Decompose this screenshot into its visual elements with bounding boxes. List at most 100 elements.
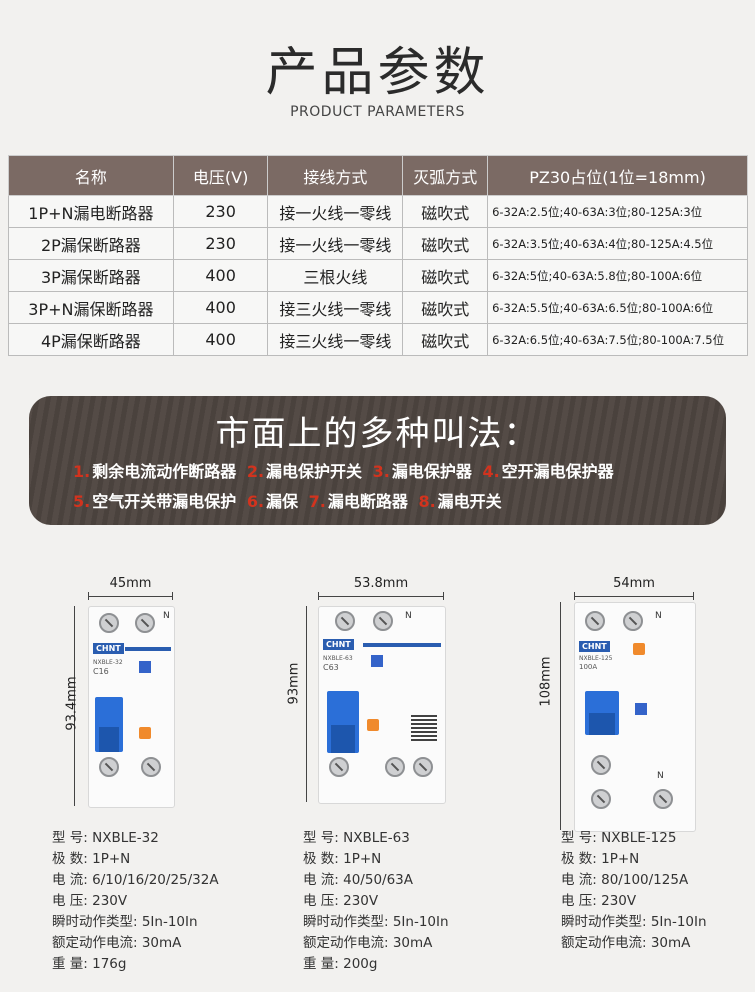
alias-number: 6. [246, 492, 265, 511]
alias-name: 漏电保护器 [391, 462, 472, 481]
spec-list: 型 号: NXBLE-63 极 数: 1P+N 电 流: 40/50/63A 电… [303, 828, 449, 975]
breaker-image: N CHNT NXBLE-32 C16 [88, 606, 175, 808]
height-dimension: 93.4mm [64, 676, 80, 731]
screw-icon [653, 789, 673, 809]
spec-model: 型 号: NXBLE-125 [561, 830, 677, 846]
table-cell: 接三火线一零线 [267, 291, 404, 324]
spec-rated-trip: 额定动作电流: 30mA [303, 935, 433, 951]
screw-icon [335, 611, 355, 631]
product-nxble-32: 45mm 93.4mm N CHNT NXBLE-32 C16 型 号: NXB… [0, 570, 250, 990]
screw-icon [623, 611, 643, 631]
spec-poles: 极 数: 1P+N [303, 851, 382, 867]
model-print: NXBLE-63 [323, 655, 353, 662]
table-cell: 2P漏保断路器 [8, 227, 174, 260]
table-cell: 磁吹式 [402, 195, 489, 228]
brand-label: CHNT [93, 643, 124, 654]
table-cell: 6-32A:2.5位;40-63A:3位;80-125A:3位 [487, 195, 748, 228]
alias-name: 漏电保护开关 [266, 462, 363, 481]
alias-number: 7. [308, 492, 326, 511]
screw-icon [373, 611, 393, 631]
page-title: 产品参数 [265, 43, 490, 103]
n-terminal-label: N [655, 611, 662, 621]
brand-stripe [125, 647, 171, 651]
breaker-image: N CHNT NXBLE-63 C63 [318, 606, 446, 804]
indicator-square [139, 661, 151, 673]
table-cell: 230 [172, 227, 269, 260]
table-row: 3P漏保断路器 400 三根火线 磁吹式 6-32A:5位;40-63A:5.8… [8, 259, 748, 292]
dimension-tick [574, 592, 575, 600]
dimension-line [560, 602, 561, 830]
page-subtitle: PRODUCT PARAMETERS [290, 104, 465, 120]
screw-icon [99, 757, 119, 777]
screw-icon [591, 789, 611, 809]
dimension-line [306, 606, 307, 802]
brand-label: CHNT [323, 639, 354, 650]
alias-name: 漏电断路器 [327, 492, 408, 511]
table-cell: 磁吹式 [402, 227, 489, 260]
height-dimension: 108mm [538, 656, 554, 707]
spec-list: 型 号: NXBLE-32 极 数: 1P+N 电 流: 6/10/16/20/… [52, 828, 219, 975]
height-dimension: 93mm [286, 662, 302, 705]
table-header-cell: 电压(V) [172, 155, 269, 196]
test-button [367, 719, 379, 731]
dimension-line [318, 596, 444, 597]
dimension-line [74, 606, 75, 806]
table-row: 4P漏保断路器 400 接三火线一零线 磁吹式 6-32A:6.5位;40-63… [8, 323, 748, 356]
spec-current: 电 流: 6/10/16/20/25/32A [52, 872, 219, 888]
brand-label: CHNT [579, 641, 610, 652]
model-print: NXBLE-32 [93, 659, 123, 666]
breaker-image: N CHNT NXBLE-125 100A N [574, 602, 696, 832]
alias-line-2: 5. 空气开关带漏电保护 6. 漏保 7. 漏电断路器 8. 漏电开关 [73, 488, 753, 512]
table-cell: 接一火线一零线 [267, 195, 404, 228]
spec-trip-type: 瞬时动作类型: 5In-10In [561, 914, 707, 930]
alias-number: 4. [482, 462, 500, 481]
table-cell: 磁吹式 [402, 291, 489, 324]
screw-icon [99, 613, 119, 633]
switch-handle-base [99, 727, 119, 752]
screw-icon [141, 757, 161, 777]
alias-number: 5. [73, 492, 91, 511]
table-cell: 磁吹式 [402, 323, 489, 356]
product-nxble-125: 54mm 108mm N CHNT NXBLE-125 100A N 型 号: … [510, 570, 755, 990]
spec-current: 电 流: 40/50/63A [303, 872, 413, 888]
alias-banner: 市面上的多种叫法： 1. 剩余电流动作断路器 2. 漏电保护开关 3. 漏电保护器 4… [29, 396, 726, 525]
table-row: 3P+N漏保断路器 400 接三火线一零线 磁吹式 6-32A:5.5位;40-… [8, 291, 748, 324]
dimension-tick [88, 592, 89, 600]
spec-poles: 极 数: 1P+N [52, 851, 131, 867]
spec-rated-trip: 额定动作电流: 30mA [561, 935, 691, 951]
alias-name: 漏保 [266, 492, 299, 511]
test-button [633, 643, 645, 655]
spec-poles: 极 数: 1P+N [561, 851, 640, 867]
spec-current: 电 流: 80/100/125A [561, 872, 689, 888]
spec-weight: 重 量: 176g [52, 956, 127, 972]
dimension-tick [318, 592, 319, 600]
table-header-cell: 接线方式 [267, 155, 404, 196]
switch-handle-base [331, 725, 355, 753]
alias-line-1: 1. 剩余电流动作断路器 2. 漏电保护开关 3. 漏电保护器 4. 空开漏电保护器 [73, 458, 753, 482]
alias-name: 空开漏电保护器 [501, 462, 614, 481]
spec-weight: 重 量: 200g [303, 956, 378, 972]
table-cell: 6-32A:3.5位;40-63A:4位;80-125A:4.5位 [487, 227, 748, 260]
rating-print: C16 [93, 667, 109, 676]
spec-voltage: 电 压: 230V [561, 893, 637, 909]
test-button [139, 727, 151, 739]
table-cell: 1P+N漏电断路器 [8, 195, 174, 228]
table-cell: 4P漏保断路器 [8, 323, 174, 356]
dimension-line [88, 596, 173, 597]
model-print: NXBLE-125 [579, 655, 613, 662]
qr-code [411, 715, 437, 741]
table-header-cell: 灭弧方式 [402, 155, 489, 196]
dimension-line [574, 596, 694, 597]
table-cell: 400 [172, 291, 269, 324]
alias-number: 1. [73, 462, 91, 481]
dimension-tick [693, 592, 694, 600]
table-header-row: 名称 电压(V) 接线方式 灭弧方式 PZ30占位(1位=18mm) [8, 155, 748, 196]
alias-name: 空气开关带漏电保护 [92, 492, 237, 511]
table-cell: 6-32A:5位;40-63A:5.8位;80-100A:6位 [487, 259, 748, 292]
spec-list: 型 号: NXBLE-125 极 数: 1P+N 电 流: 80/100/125… [561, 828, 707, 954]
table-cell: 230 [172, 195, 269, 228]
spec-trip-type: 瞬时动作类型: 5In-10In [52, 914, 198, 930]
n-terminal-label: N [405, 611, 412, 621]
screw-icon [585, 611, 605, 631]
table-cell: 接一火线一零线 [267, 227, 404, 260]
